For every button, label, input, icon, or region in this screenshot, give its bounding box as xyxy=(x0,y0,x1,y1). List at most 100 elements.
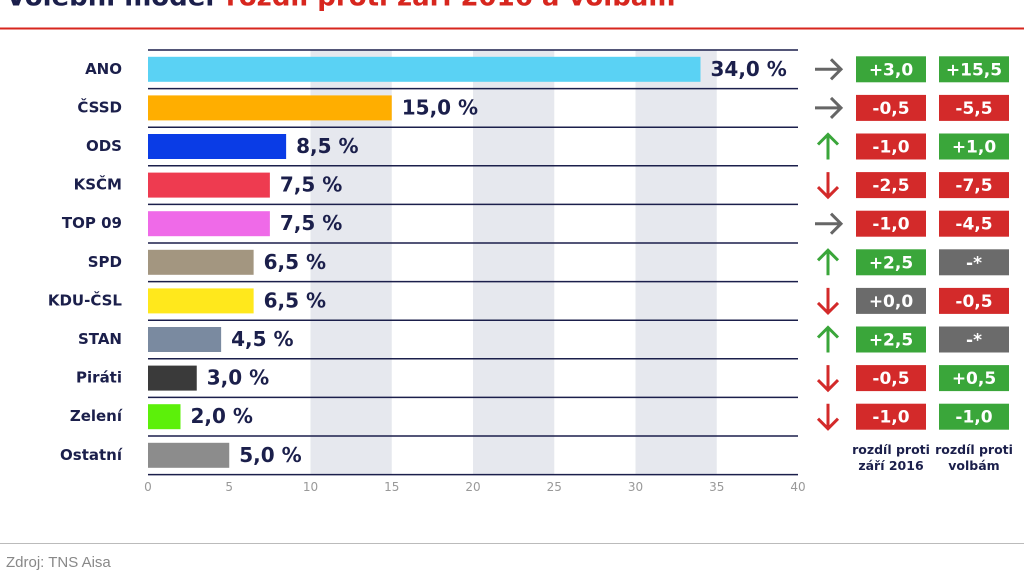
value-label: 2,0 % xyxy=(191,404,253,428)
trend-arrow xyxy=(816,248,840,276)
change-header: rozdíl proti volbám xyxy=(935,442,1013,473)
change-label: -* xyxy=(966,331,982,351)
x-tick-label: 0 xyxy=(144,480,152,494)
value-label: 7,5 % xyxy=(280,173,342,197)
change-label: -1,0 xyxy=(872,138,909,158)
change-box xyxy=(856,287,926,314)
x-tick-label: 15 xyxy=(384,480,399,494)
category-label: TOP 09 xyxy=(62,214,122,232)
bar xyxy=(148,404,181,430)
change-box xyxy=(856,403,926,430)
change-label: -1,0 xyxy=(955,408,992,428)
bar xyxy=(148,288,254,314)
bar xyxy=(148,442,230,468)
change-box xyxy=(939,210,1009,237)
value-label: 4,5 % xyxy=(231,327,293,351)
bar xyxy=(148,172,270,198)
trend-arrow xyxy=(816,325,840,353)
category-label: Zelení xyxy=(70,407,123,425)
category-label: KSČM xyxy=(74,175,122,194)
category-label: STAN xyxy=(78,330,122,348)
change-box xyxy=(856,172,926,199)
change-box xyxy=(856,326,926,353)
change-box xyxy=(856,210,926,237)
value-label: 8,5 % xyxy=(296,134,358,158)
change-label: -2,5 xyxy=(872,176,909,196)
x-tick-label: 10 xyxy=(303,480,318,494)
change-label: +0,5 xyxy=(952,369,996,389)
change-label: -5,5 xyxy=(955,99,992,119)
change-label: -1,0 xyxy=(872,408,909,428)
trend-arrow xyxy=(815,96,844,119)
bar xyxy=(148,365,197,391)
change-label: +0,0 xyxy=(869,292,914,312)
value-label: 6,5 % xyxy=(264,250,326,274)
change-label: -1,0 xyxy=(872,215,909,235)
trend-arrow xyxy=(815,58,844,81)
change-label: -4,5 xyxy=(955,215,992,235)
bar xyxy=(148,95,392,121)
value-label: 5,0 % xyxy=(239,443,301,467)
trend-arrow xyxy=(816,172,840,200)
grid-band xyxy=(310,50,392,475)
change-box xyxy=(939,94,1009,121)
value-label: 3,0 % xyxy=(207,366,269,390)
trend-arrow xyxy=(816,132,840,160)
change-header: rozdíl proti září 2016 xyxy=(852,442,930,473)
category-label: ODS xyxy=(86,137,122,155)
change-box xyxy=(856,56,926,83)
change-box xyxy=(939,133,1009,160)
change-box xyxy=(856,133,926,160)
trend-arrow xyxy=(816,287,840,316)
x-tick-label: 35 xyxy=(709,480,724,494)
value-label: 34,0 % xyxy=(711,57,787,81)
change-label: +2,5 xyxy=(869,253,913,273)
bar xyxy=(148,134,287,159)
x-tick-label: 5 xyxy=(225,480,233,494)
chart-subtitle: rozdíl proti září 2016 a volbám xyxy=(226,0,675,13)
category-label: ANO xyxy=(85,60,122,78)
change-box xyxy=(939,56,1009,83)
source: Zdroj: TNS Aisa xyxy=(6,554,111,571)
bar xyxy=(148,211,270,237)
bar xyxy=(148,327,222,352)
change-label: -0,5 xyxy=(955,292,992,312)
bar xyxy=(148,56,701,82)
change-box xyxy=(939,326,1009,353)
change-label: +15,5 xyxy=(946,60,1002,80)
chart-title: Volební model - xyxy=(6,0,234,13)
category-label: KDU-ČSL xyxy=(48,290,123,309)
change-box xyxy=(856,249,926,276)
change-box xyxy=(939,249,1009,276)
change-label: +2,5 xyxy=(869,331,913,351)
bar xyxy=(148,249,254,275)
change-box xyxy=(939,365,1009,392)
change-box xyxy=(939,172,1009,199)
change-box xyxy=(856,94,926,121)
change-box xyxy=(939,403,1009,430)
change-label: -0,5 xyxy=(872,369,909,389)
trend-arrow xyxy=(815,212,844,235)
change-box xyxy=(856,365,926,392)
x-tick-label: 25 xyxy=(547,480,562,494)
trend-arrow xyxy=(816,403,840,431)
grid-band xyxy=(635,50,717,475)
change-label: -* xyxy=(966,253,982,273)
x-tick-label: 30 xyxy=(628,480,643,494)
change-label: -0,5 xyxy=(872,99,909,119)
category-label: Ostatní xyxy=(60,446,123,464)
grid-band xyxy=(473,50,555,475)
category-label: SPD xyxy=(88,253,122,271)
value-label: 6,5 % xyxy=(264,288,326,312)
value-label: 7,5 % xyxy=(280,211,342,235)
change-label: +3,0 xyxy=(869,60,914,80)
change-label: -7,5 xyxy=(955,176,992,196)
change-box xyxy=(939,287,1009,314)
category-label: ČSSD xyxy=(77,97,122,116)
x-tick-label: 40 xyxy=(790,480,805,494)
x-tick-label: 20 xyxy=(465,480,480,494)
category-label: Piráti xyxy=(76,369,122,387)
change-label: +1,0 xyxy=(952,138,997,158)
